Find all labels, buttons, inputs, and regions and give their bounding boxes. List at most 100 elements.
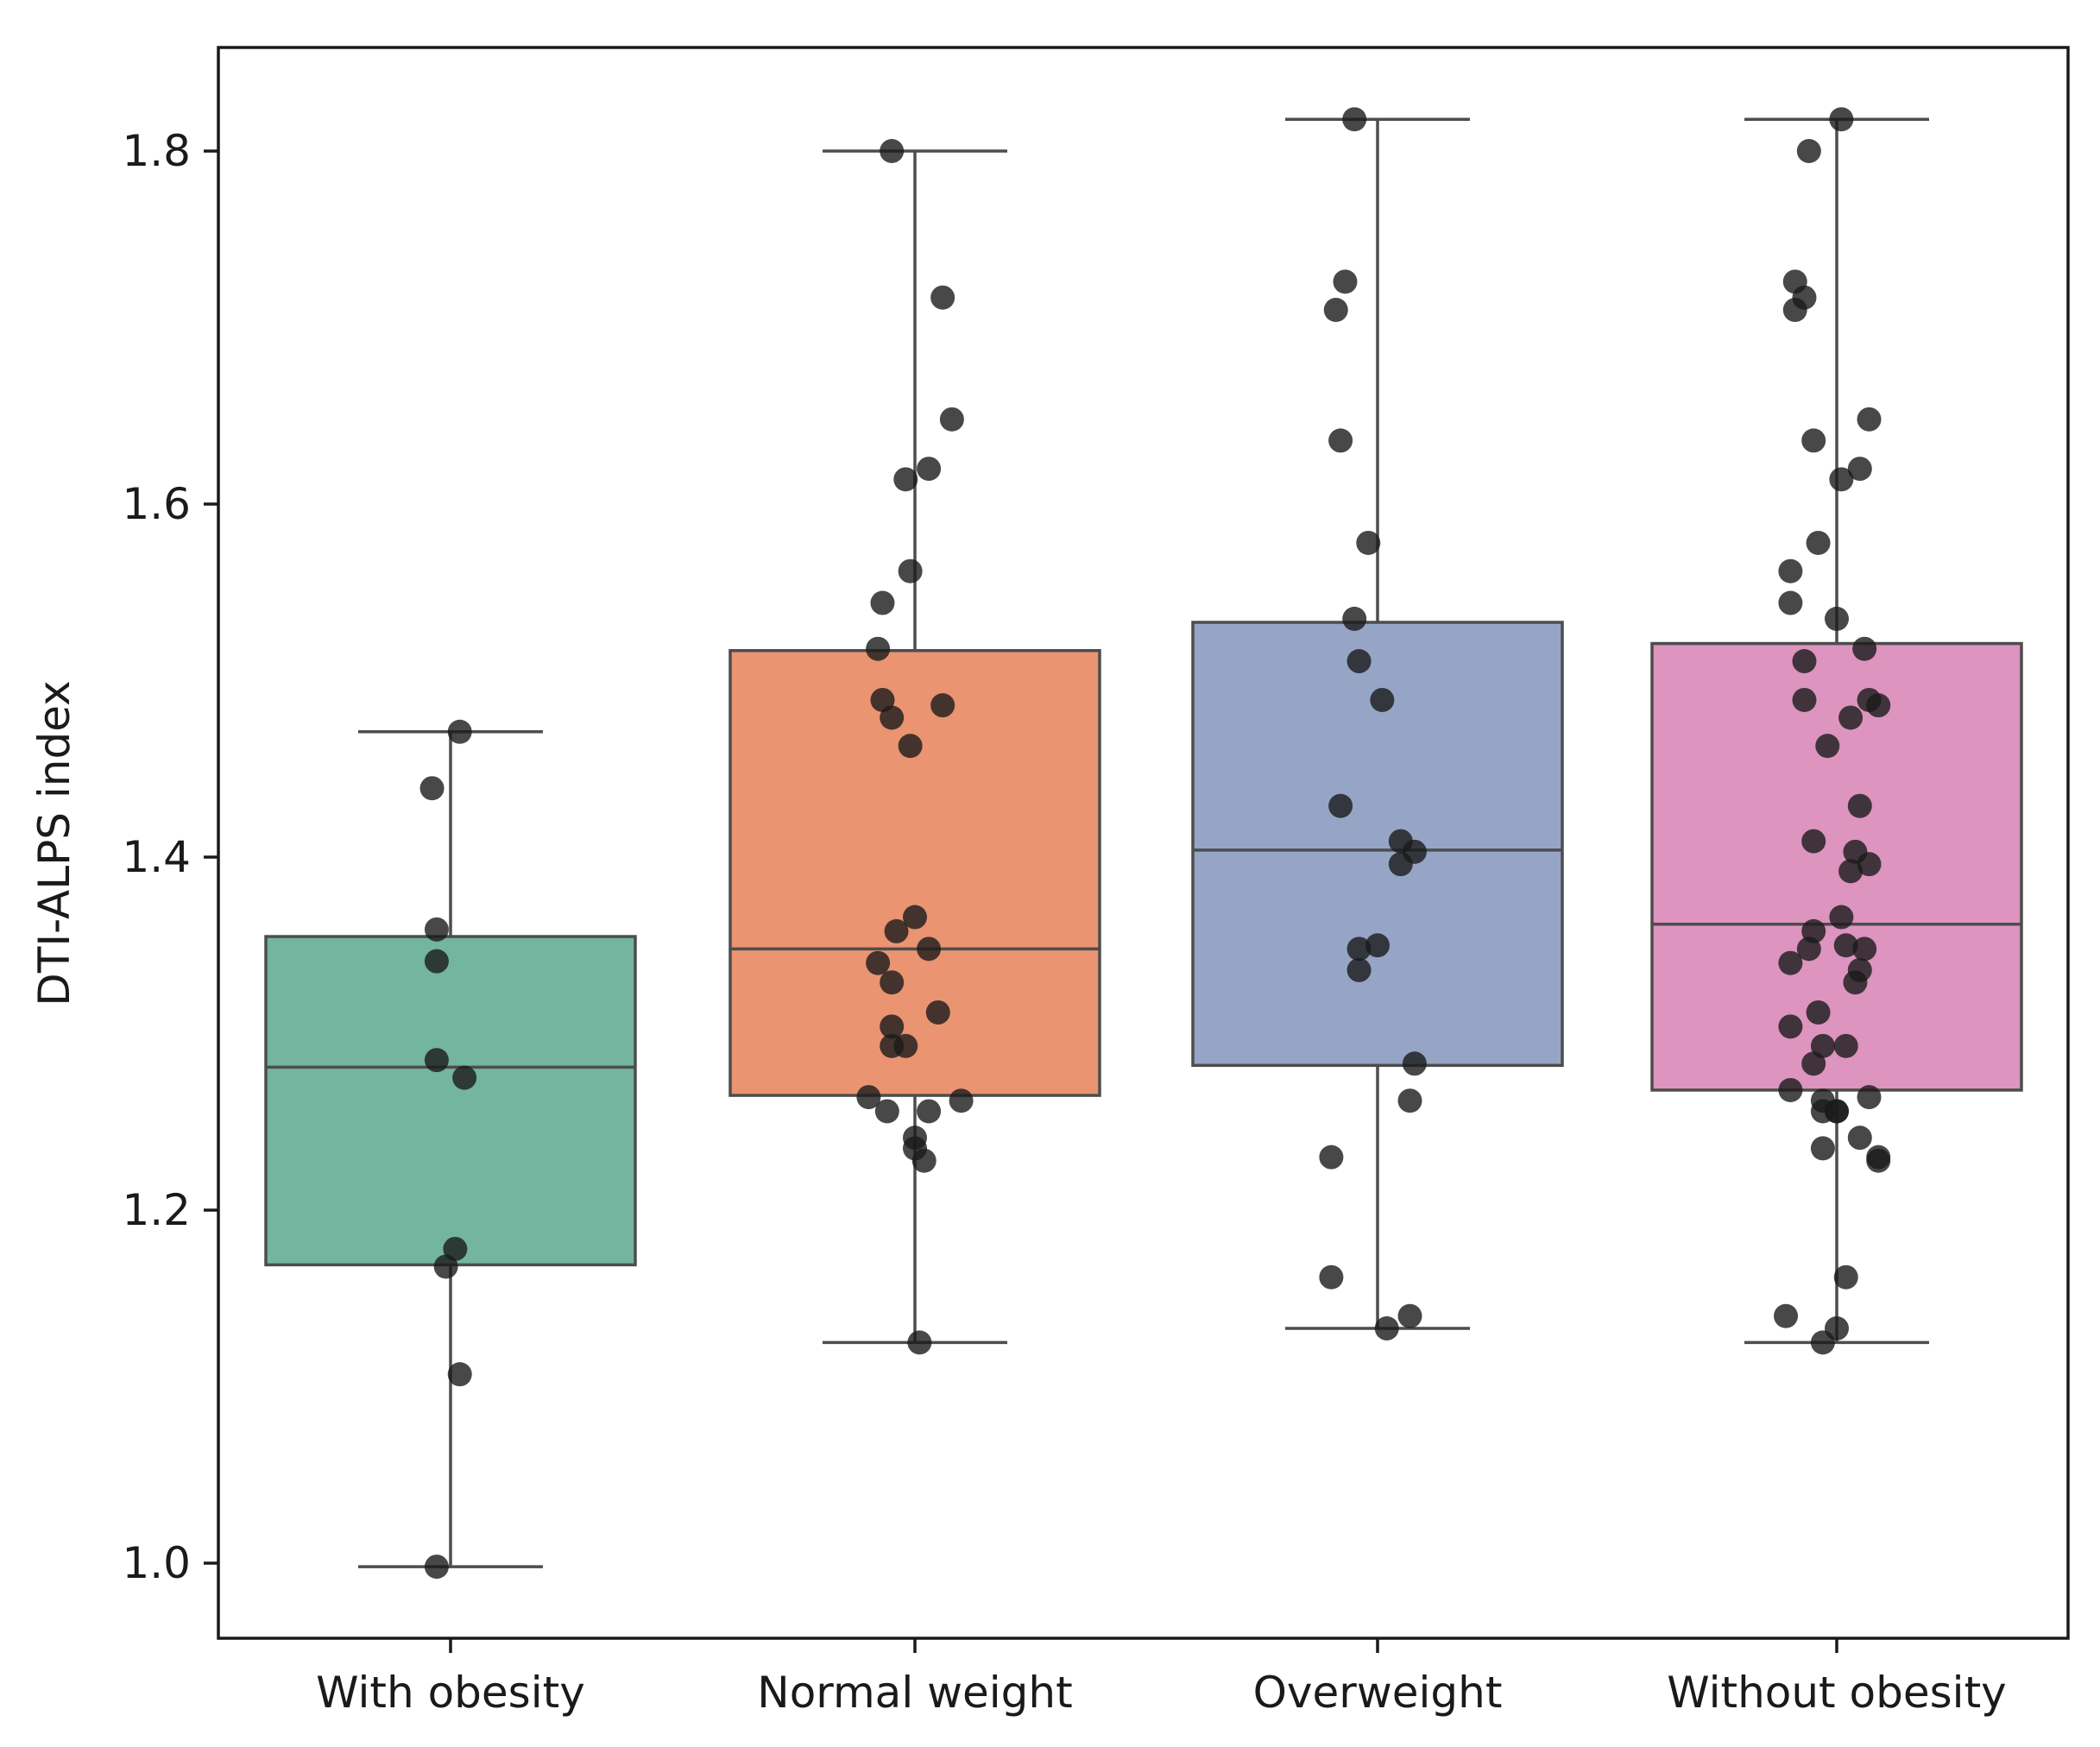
data-point: [424, 1555, 449, 1580]
box: [264, 935, 637, 1267]
data-point: [1810, 1330, 1835, 1355]
x-tick-label: Normal weight: [757, 1668, 1072, 1718]
data-point: [1402, 1051, 1427, 1076]
data-point: [424, 1048, 449, 1073]
data-point: [1806, 530, 1831, 555]
data-point: [1356, 530, 1381, 555]
data-point: [1833, 933, 1858, 958]
data-point: [880, 705, 905, 730]
data-point: [1815, 734, 1840, 759]
y-tick-label: 1.0: [122, 1538, 191, 1588]
y-axis: 1.0 1.2 1.4 1.6 1.8: [122, 126, 218, 1588]
data-point: [917, 1099, 942, 1124]
data-point: [1857, 852, 1882, 877]
data-point: [1796, 937, 1821, 962]
data-point: [1866, 693, 1891, 718]
data-point: [1801, 1051, 1826, 1076]
data-point: [1319, 1265, 1344, 1290]
data-point: [911, 1148, 936, 1173]
data-point: [1792, 649, 1817, 674]
data-point: [1370, 687, 1395, 712]
data-point: [1829, 467, 1854, 492]
data-point: [1397, 1088, 1422, 1113]
data-point: [1328, 793, 1353, 818]
data-point: [1852, 636, 1877, 661]
plot-frame: [217, 46, 2070, 1640]
data-point: [893, 1033, 918, 1058]
x-tick-label: With obesity: [316, 1668, 585, 1718]
data-point: [1801, 829, 1826, 854]
data-point: [1810, 1136, 1835, 1161]
data-point: [1319, 1145, 1344, 1170]
data-point: [1847, 457, 1872, 482]
data-point: [870, 590, 895, 615]
data-point: [1825, 606, 1849, 631]
data-point: [1833, 1033, 1858, 1058]
data-point: [1857, 1085, 1882, 1110]
data-point: [1778, 1077, 1803, 1102]
data-point: [925, 1000, 950, 1025]
points-layer: [419, 107, 1891, 1580]
data-point: [1843, 970, 1868, 995]
data-point: [1365, 933, 1390, 958]
data-point: [880, 1014, 905, 1039]
data-point: [1346, 649, 1372, 674]
data-point: [1782, 298, 1807, 323]
data-point: [1374, 1316, 1399, 1341]
data-point: [447, 719, 472, 744]
data-point: [447, 1362, 472, 1387]
data-point: [452, 1065, 477, 1090]
data-point: [884, 918, 909, 943]
data-point: [898, 734, 923, 759]
x-tick-label: Without obesity: [1667, 1668, 2007, 1718]
data-point: [433, 1254, 458, 1279]
data-point: [1342, 606, 1367, 631]
y-tick-label: 1.2: [122, 1185, 191, 1235]
data-point: [1778, 1014, 1803, 1039]
box: [728, 648, 1101, 1097]
data-point: [1342, 107, 1367, 132]
data-point: [1774, 1303, 1799, 1328]
data-point: [1328, 428, 1353, 453]
data-point: [939, 407, 964, 432]
data-point: [1792, 687, 1817, 712]
data-point: [856, 1085, 881, 1110]
x-axis: With obesity Normal weight Overweight Witho…: [316, 1638, 2007, 1718]
data-point: [1346, 957, 1372, 982]
data-point: [1388, 852, 1413, 877]
data-point: [1847, 1126, 1872, 1151]
x-tick-label: Overweight: [1253, 1668, 1503, 1718]
data-point: [907, 1330, 932, 1355]
data-point: [898, 558, 923, 583]
data-point: [874, 1099, 899, 1124]
box: [1650, 641, 2023, 1092]
box-group: [728, 149, 1101, 1345]
data-point: [1778, 590, 1803, 615]
box-group: [1191, 117, 1564, 1330]
data-point: [1778, 950, 1803, 975]
data-point: [424, 949, 449, 974]
box-group: [1650, 117, 2023, 1345]
data-point: [1825, 1099, 1849, 1124]
boxes-layer: [264, 117, 2023, 1568]
data-point: [866, 636, 891, 661]
data-point: [903, 905, 927, 930]
data-point: [1778, 558, 1803, 583]
data-point: [1852, 937, 1877, 962]
data-point: [880, 970, 905, 995]
y-tick-label: 1.6: [122, 479, 191, 529]
data-point: [419, 776, 445, 801]
data-point: [1829, 107, 1854, 132]
y-axis-title: DTI-ALPS index: [29, 680, 79, 1006]
data-point: [1397, 1303, 1422, 1328]
data-point: [1346, 937, 1372, 962]
box: [1191, 621, 1564, 1068]
data-point: [424, 917, 449, 942]
data-point: [1838, 859, 1864, 884]
box-group: [264, 730, 637, 1568]
data-point: [1857, 407, 1882, 432]
data-point: [1838, 705, 1864, 730]
data-point: [949, 1088, 974, 1113]
data-point: [1866, 1148, 1891, 1173]
